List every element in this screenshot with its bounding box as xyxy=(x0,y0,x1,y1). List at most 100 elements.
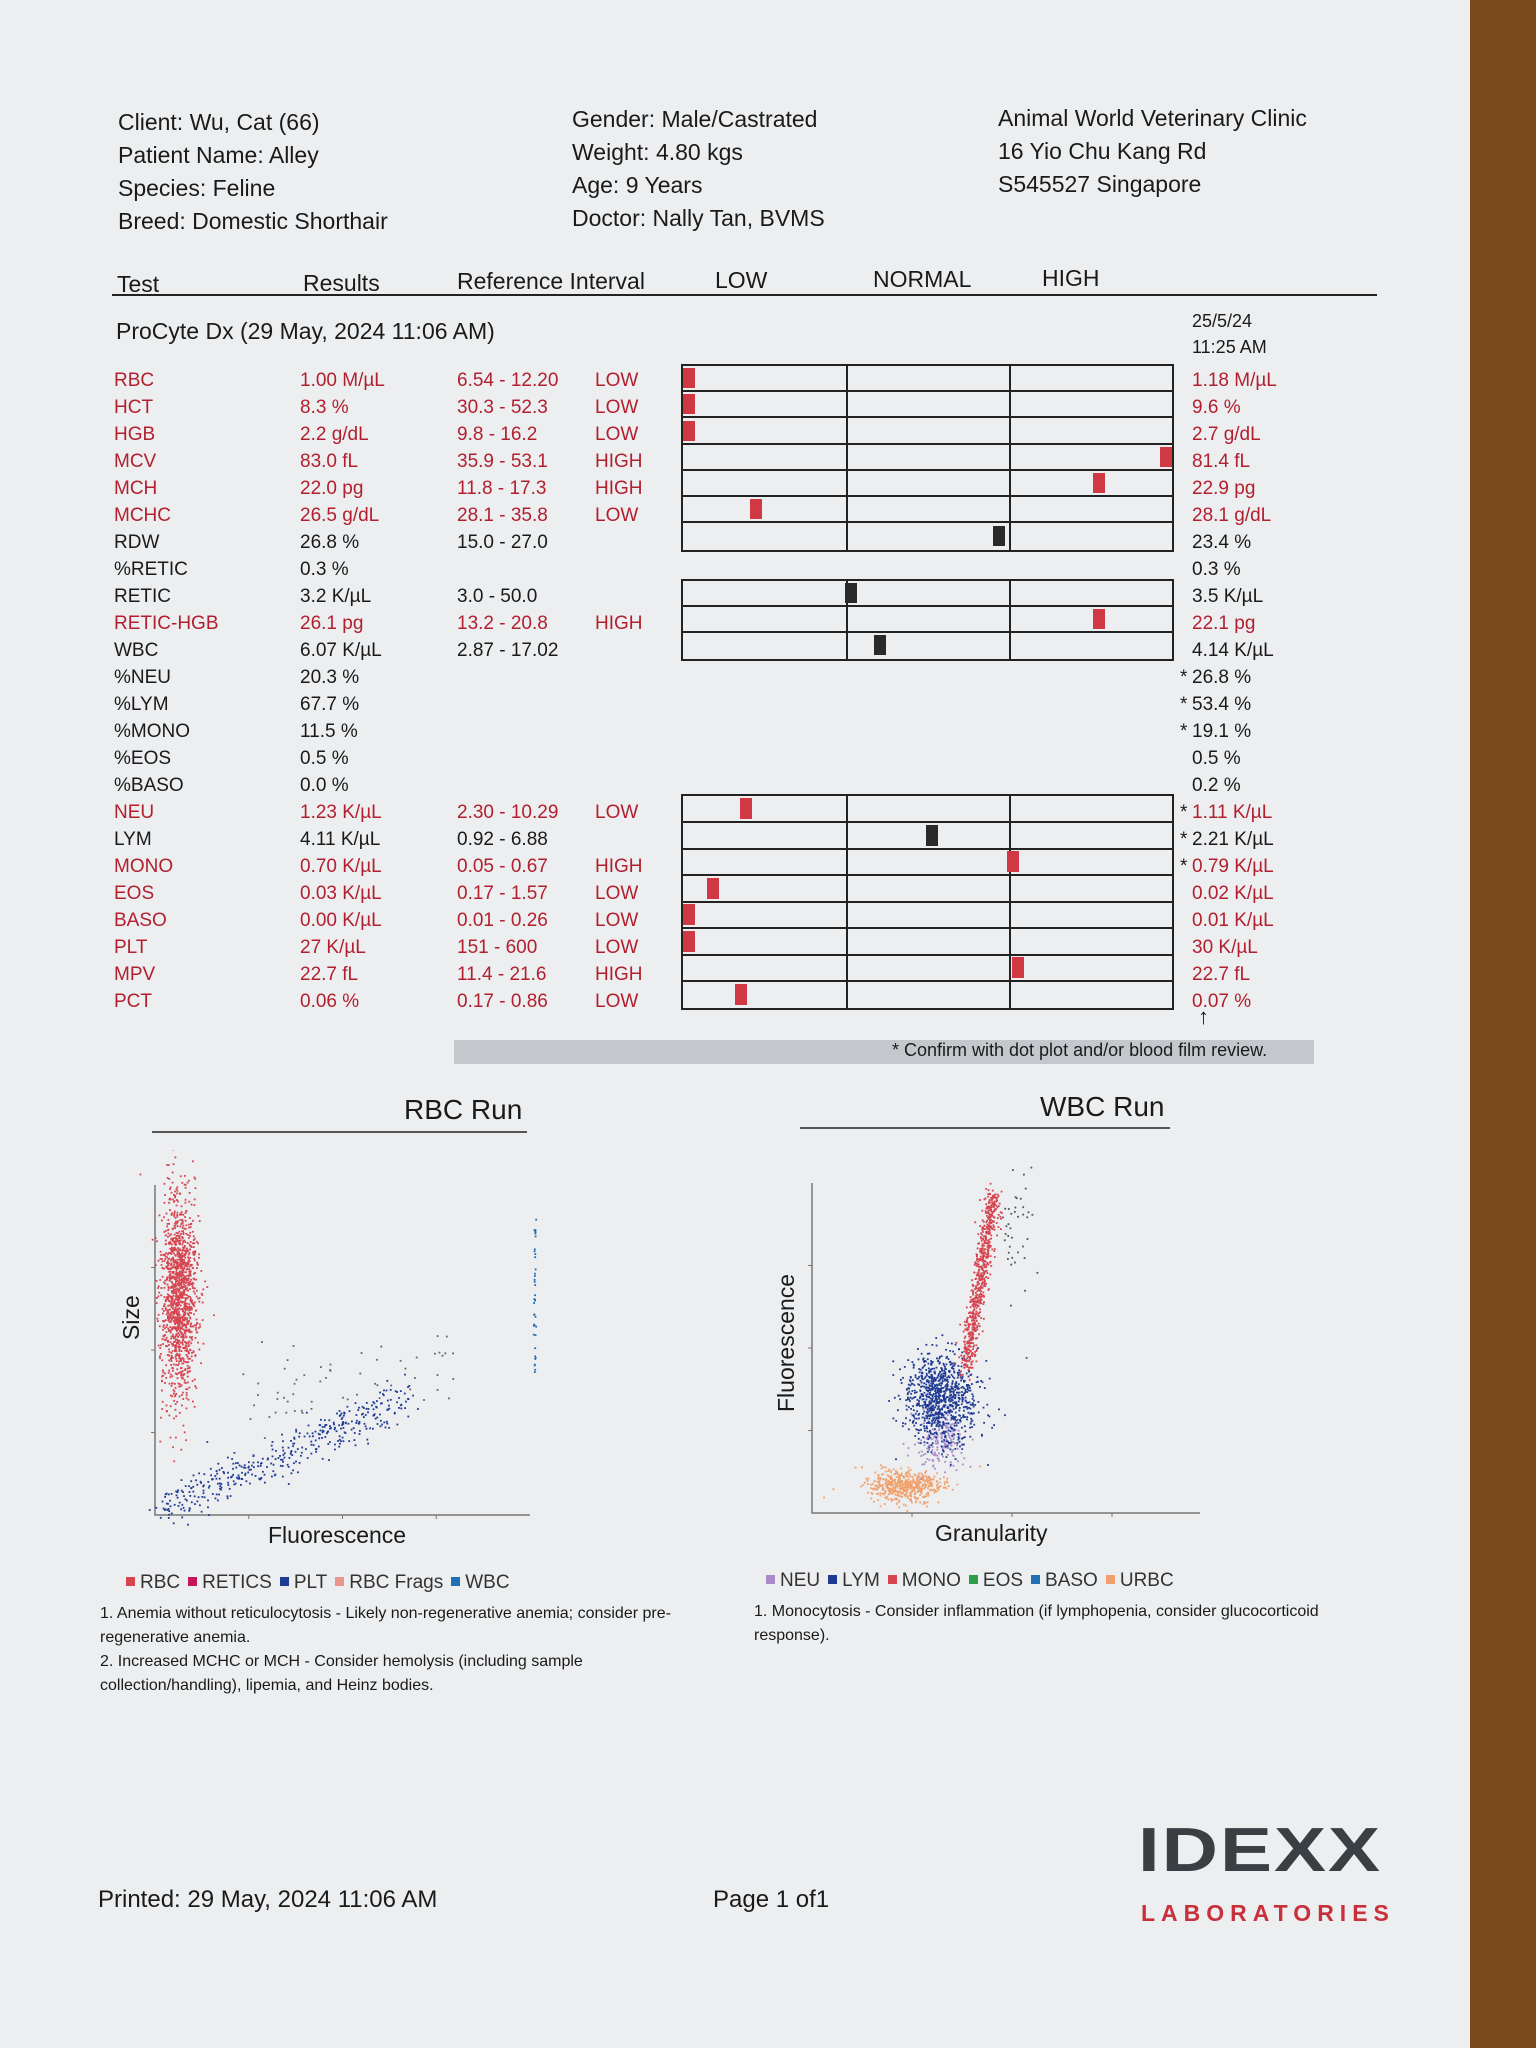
result-flag: LOW xyxy=(595,397,639,418)
range-bar-row xyxy=(683,796,1172,823)
test-name: %EOS xyxy=(114,748,172,769)
test-result: 22.0 pg xyxy=(300,478,364,499)
range-marker xyxy=(874,635,886,655)
range-bar-row xyxy=(683,497,1172,523)
table-row: PLT 27 K/µL 151 - 600 LOW 30 K/µL xyxy=(0,937,1470,964)
test-name: RETIC-HGB xyxy=(114,613,219,634)
previous-result: 4.14 K/µL xyxy=(1192,640,1274,661)
table-row: %MONO 11.5 % 19.1 % * xyxy=(0,721,1470,748)
range-marker xyxy=(926,825,938,846)
legend-swatch xyxy=(1105,1575,1115,1585)
result-flag: LOW xyxy=(595,505,639,526)
range-bar-row xyxy=(683,419,1172,445)
legend-item: PLT xyxy=(279,1572,327,1593)
printed-date: Printed: 29 May, 2024 11:06 AM xyxy=(98,1886,438,1913)
test-result: 0.70 K/µL xyxy=(300,856,382,877)
legend-item: RBC Frags xyxy=(335,1572,443,1593)
test-result: 27 K/µL xyxy=(300,937,366,958)
legend-swatch xyxy=(188,1577,198,1587)
wbc-notes: 1. Monocytosis - Consider inflammation (… xyxy=(754,1600,1394,1648)
table-row: MONO 0.70 K/µL 0.05 - 0.67 HIGH 0.79 K/µL * xyxy=(0,856,1470,883)
range-bar-row xyxy=(683,982,1172,1009)
previous-result: 1.18 M/µL xyxy=(1192,370,1277,391)
previous-result: 28.1 g/dL xyxy=(1192,505,1272,526)
test-name: MCV xyxy=(114,451,157,472)
result-flag: LOW xyxy=(595,802,639,823)
clinic-address: 16 Yio Chu Kang Rd xyxy=(998,138,1207,164)
neu-points xyxy=(902,1394,974,1480)
reference-interval: 13.2 - 20.8 xyxy=(457,613,548,634)
test-name: %MONO xyxy=(114,721,190,742)
test-result: 67.7 % xyxy=(300,694,360,715)
range-marker xyxy=(1007,851,1019,872)
result-flag: HIGH xyxy=(595,964,643,985)
legend-label: RBC xyxy=(140,1572,181,1593)
table-row: RDW 26.8 % 15.0 - 27.0 23.4 % xyxy=(0,532,1470,559)
range-marker xyxy=(1160,447,1172,467)
range-marker xyxy=(683,368,695,388)
legend-label: LYM xyxy=(842,1570,880,1591)
test-name: PLT xyxy=(114,937,148,958)
test-name: RDW xyxy=(114,532,160,553)
table-row: %RETIC 0.3 % 0.3 % xyxy=(0,559,1470,586)
range-bars-wbc xyxy=(681,794,1174,1010)
age-line: Age: 9 Years xyxy=(572,172,703,198)
test-result: 83.0 fL xyxy=(300,451,359,472)
frag-points xyxy=(242,1335,455,1439)
legend-swatch xyxy=(126,1577,135,1587)
doctor-line: Doctor: Nally Tan, BVMS xyxy=(572,205,825,231)
run-title: ProCyte Dx (29 May, 2024 11:06 AM) xyxy=(116,318,495,344)
previous-result: 23.4 % xyxy=(1192,532,1252,553)
legend-item: URBC xyxy=(1105,1570,1174,1591)
legend-label: URBC xyxy=(1119,1570,1174,1591)
col-high: HIGH xyxy=(1042,265,1100,291)
range-bar-row xyxy=(683,849,1172,876)
reference-interval: 2.87 - 17.02 xyxy=(457,640,559,661)
breed-line: Breed: Domestic Shorthair xyxy=(118,208,388,234)
range-bar-row xyxy=(683,366,1172,392)
test-result: 26.8 % xyxy=(300,532,360,553)
previous-result: 0.07 % xyxy=(1192,991,1252,1012)
rbc-legend: RBC RETICS PLT RBC Frags WBC xyxy=(126,1572,518,1594)
previous-result: 22.7 fL xyxy=(1192,964,1251,985)
col-results: Results xyxy=(303,270,380,296)
rbc-chart-title: RBC Run xyxy=(404,1094,523,1125)
previous-result: 2.7 g/dL xyxy=(1192,424,1261,445)
legend-item: EOS xyxy=(968,1570,1024,1591)
range-bars-rbc xyxy=(681,364,1174,552)
range-divider xyxy=(1009,366,1011,550)
test-result: 26.1 pg xyxy=(300,613,364,634)
page-number: Page 1 of1 xyxy=(713,1886,830,1913)
table-row: MCV 83.0 fL 35.9 - 53.1 HIGH 81.4 fL xyxy=(0,451,1470,478)
test-name: HGB xyxy=(114,424,156,445)
wbc-xlabel: Granularity xyxy=(935,1520,1048,1546)
test-result: 26.5 g/dL xyxy=(300,505,380,526)
test-name: %BASO xyxy=(114,775,184,796)
legend-item: LYM xyxy=(828,1570,880,1591)
test-result: 22.7 fL xyxy=(300,964,359,985)
previous-result: 9.6 % xyxy=(1192,397,1241,418)
test-name: LYM xyxy=(114,829,152,850)
result-flag: LOW xyxy=(595,370,639,391)
test-result: 3.2 K/µL xyxy=(300,586,372,607)
range-bar-row xyxy=(683,902,1172,929)
test-name: WBC xyxy=(114,640,159,661)
test-result: 1.00 M/µL xyxy=(300,370,385,391)
reference-interval: 0.92 - 6.88 xyxy=(457,829,548,850)
range-bar-row xyxy=(683,392,1172,418)
test-name: NEU xyxy=(114,802,155,823)
review-star: * xyxy=(1180,721,1188,742)
table-row: NEU 1.23 K/µL 2.30 - 10.29 LOW 1.11 K/µL * xyxy=(0,802,1470,829)
report-sheet: Client: Wu, Cat (66) Patient Name: Alley… xyxy=(0,0,1470,2048)
table-row: %NEU 20.3 % 26.8 % * xyxy=(0,667,1470,694)
test-name: MCHC xyxy=(114,505,171,526)
plot-axes xyxy=(151,1185,530,1519)
range-marker xyxy=(750,499,762,519)
previous-result: 0.3 % xyxy=(1192,559,1241,580)
plt-points xyxy=(148,1373,419,1526)
mono-points xyxy=(954,1182,1003,1381)
test-result: 2.2 g/dL xyxy=(300,424,369,445)
legend-label: EOS xyxy=(982,1570,1024,1591)
test-result: 0.03 K/µL xyxy=(300,883,382,904)
range-bar-row xyxy=(683,581,1172,607)
